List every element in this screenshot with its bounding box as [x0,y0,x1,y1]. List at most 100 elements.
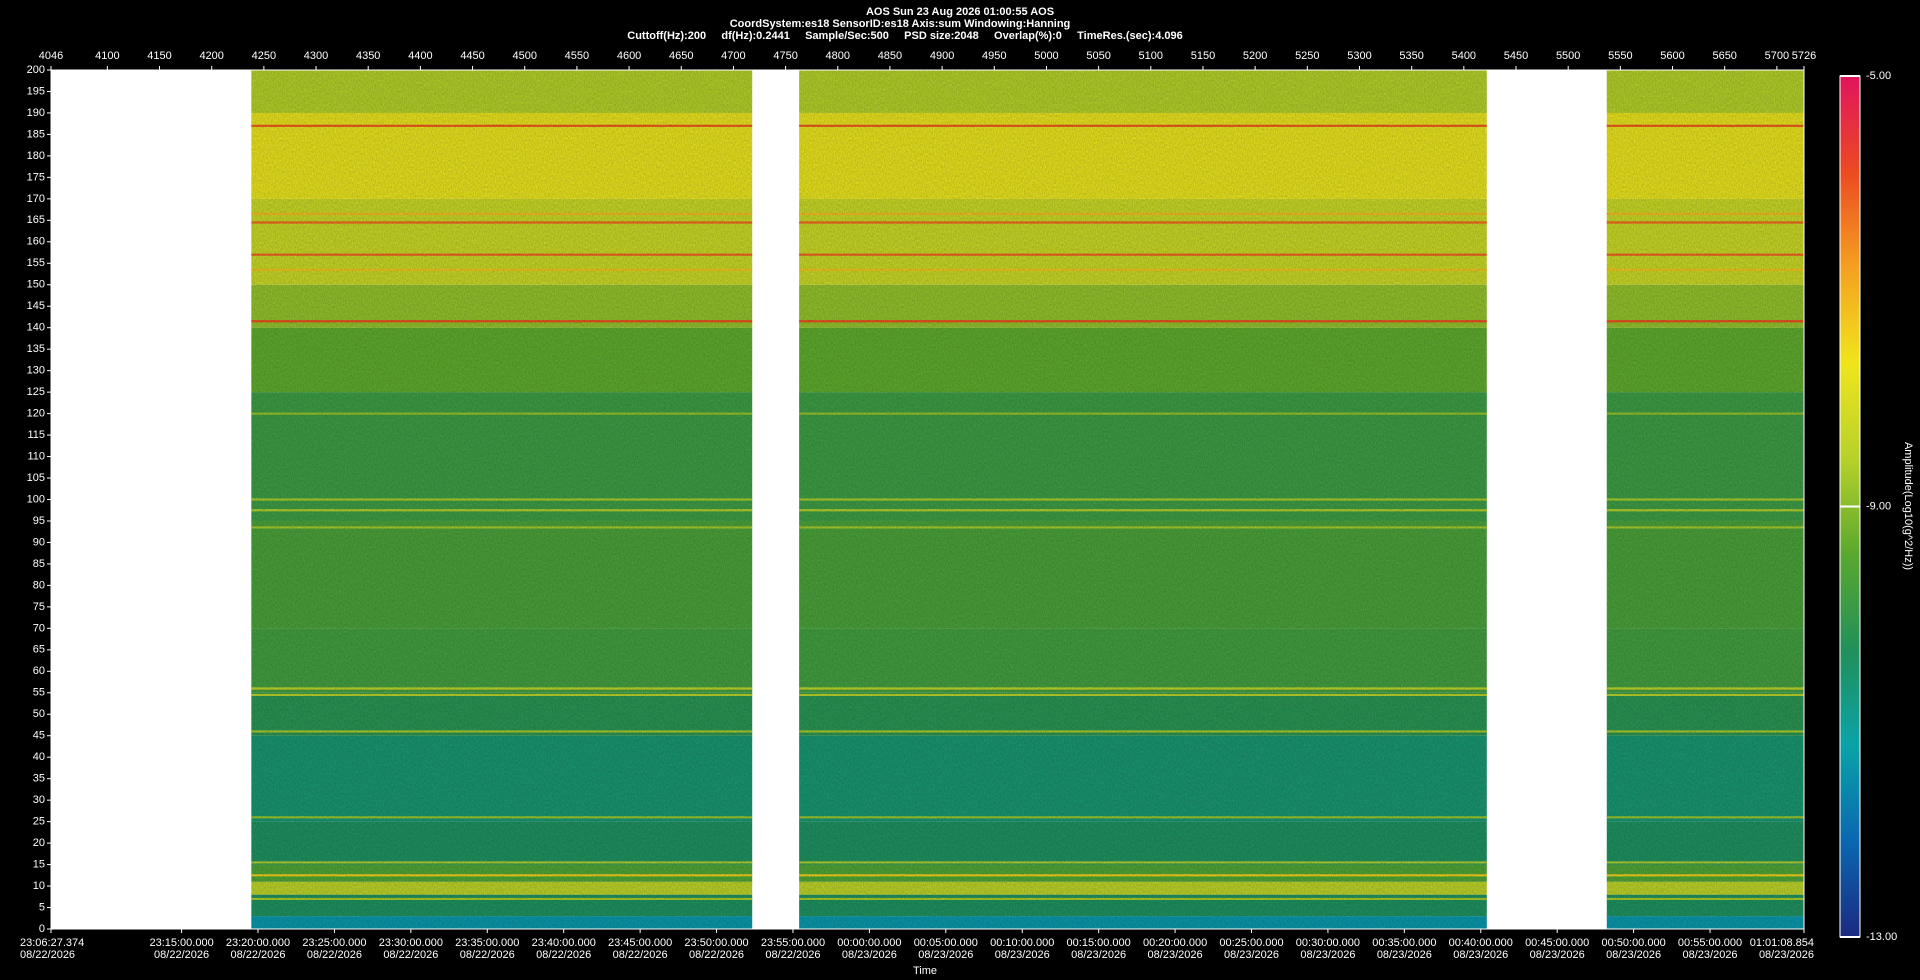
x-tick-label: 5050 [1086,50,1110,62]
x2-tick-date: 08/23/2026 [995,949,1050,961]
y-tick-label: 130 [27,365,45,377]
x2-tick-label: 23:40:00.000 [532,937,596,949]
y-tick-label: 125 [27,386,45,398]
y-tick-label: 110 [27,450,45,462]
y-tick-label: 175 [27,171,45,183]
x2-tick-label: 00:20:00.000 [1143,937,1207,949]
x2-tick-label: 00:35:00.000 [1372,937,1436,949]
x-tick-label: 4350 [356,50,380,62]
x2-tick-date: 08/22/2026 [154,949,209,961]
x2-tick-date: 08/22/2026 [689,949,744,961]
y-tick-label: 60 [33,665,45,677]
x-tick-label: 4046 [39,50,63,62]
x2-tick-label: 23:35:00.000 [455,937,519,949]
x2-tick-date: 08/23/2026 [1300,949,1355,961]
x-tick-label: 5150 [1191,50,1215,62]
x2-tick-label: 23:06:27.374 [20,937,84,949]
x2-tick-label: 23:25:00.000 [302,937,366,949]
y-tick-label: 120 [27,408,45,420]
y-tick-label: 75 [33,601,45,613]
x-tick-label: 5200 [1243,50,1267,62]
x2-tick-date: 08/23/2026 [1377,949,1432,961]
x-tick-label: 5000 [1034,50,1058,62]
x2-tick-label: 00:00:00.000 [837,937,901,949]
y-tick-label: 200 [27,64,45,76]
y-tick-label: 190 [27,107,45,119]
y-tick-label: 140 [27,322,45,334]
colorbar-tick-label: -13.00 [1866,931,1897,943]
x2-tick-date: 08/22/2026 [230,949,285,961]
x-tick-label: 5700 [1765,50,1789,62]
y-tick-label: 150 [27,279,45,291]
y-tick-label: 50 [33,708,45,720]
x-tick-label: 4750 [773,50,797,62]
y-tick-label: 55 [33,687,45,699]
x2-tick-label: 00:05:00.000 [914,937,978,949]
y-tick-label: 0 [39,923,45,935]
x2-tick-label: 23:55:00.000 [761,937,825,949]
x2-tick-date: 08/23/2026 [1759,949,1814,961]
x2-tick-date: 08/22/2026 [765,949,820,961]
x2-tick-date: 08/23/2026 [1224,949,1279,961]
x-tick-label: 4550 [565,50,589,62]
y-tick-label: 145 [27,300,45,312]
x-tick-label: 4650 [669,50,693,62]
x2-tick-date: 08/23/2026 [1683,949,1738,961]
x2-tick-label: 00:45:00.000 [1525,937,1589,949]
x2-tick-date: 08/23/2026 [1148,949,1203,961]
x-tick-label: 5550 [1608,50,1632,62]
x2-tick-date: 08/22/2026 [307,949,362,961]
x2-tick-date: 08/23/2026 [1530,949,1585,961]
x-tick-label: 4500 [512,50,536,62]
y-tick-label: 80 [33,579,45,591]
noise-texture [1606,70,1804,929]
x2-tick-label: 23:20:00.000 [226,937,290,949]
x-tick-label: 5350 [1399,50,1423,62]
data-segment [251,70,753,929]
x-tick-label: 4450 [460,50,484,62]
y-tick-label: 90 [33,536,45,548]
x-tick-label: 5500 [1556,50,1580,62]
y-tick-label: 35 [33,773,45,785]
x2-tick-label: 01:01:08.854 [1750,937,1814,949]
data-segment [799,70,1487,929]
x-tick-label: 5400 [1452,50,1476,62]
x-tick-label: 4800 [826,50,850,62]
y-tick-label: 30 [33,794,45,806]
x2-tick-label: 00:10:00.000 [990,937,1054,949]
y-tick-label: 165 [27,214,45,226]
y-tick-label: 20 [33,837,45,849]
x-tick-label: 5726 [1792,50,1816,62]
colorbar-tick-label: -5.00 [1866,70,1891,82]
x2-tick-date: 08/23/2026 [1453,949,1508,961]
x-tick-label: 4300 [304,50,328,62]
y-tick-label: 65 [33,644,45,656]
x-tick-label: 4200 [199,50,223,62]
y-tick-label: 185 [27,128,45,140]
y-tick-label: 95 [33,515,45,527]
x-tick-label: 4400 [408,50,432,62]
x2-tick-label: 00:55:00.000 [1678,937,1742,949]
y-tick-label: 100 [27,493,45,505]
x2-tick-date: 08/22/2026 [613,949,668,961]
x-tick-label: 5650 [1712,50,1736,62]
x2-tick-label: 00:15:00.000 [1067,937,1131,949]
x2-tick-label: 00:50:00.000 [1601,937,1665,949]
x-tick-label: 4150 [147,50,171,62]
x2-tick-label: 00:40:00.000 [1449,937,1513,949]
y-tick-label: 115 [27,429,45,441]
x2-tick-date: 08/22/2026 [383,949,438,961]
x-tick-label: 5300 [1347,50,1371,62]
x-tick-label: 4700 [721,50,745,62]
y-tick-label: 10 [33,880,45,892]
y-tick-label: 85 [33,558,45,570]
colorbar-tick-label: -9.00 [1866,500,1891,512]
y-tick-label: 160 [27,236,45,248]
y-tick-label: 5 [39,901,45,913]
x-tick-label: 4250 [252,50,276,62]
x2-tick-date: 08/23/2026 [1071,949,1126,961]
noise-texture [799,70,1487,929]
y-tick-label: 155 [27,257,45,269]
y-tick-label: 195 [27,85,45,97]
